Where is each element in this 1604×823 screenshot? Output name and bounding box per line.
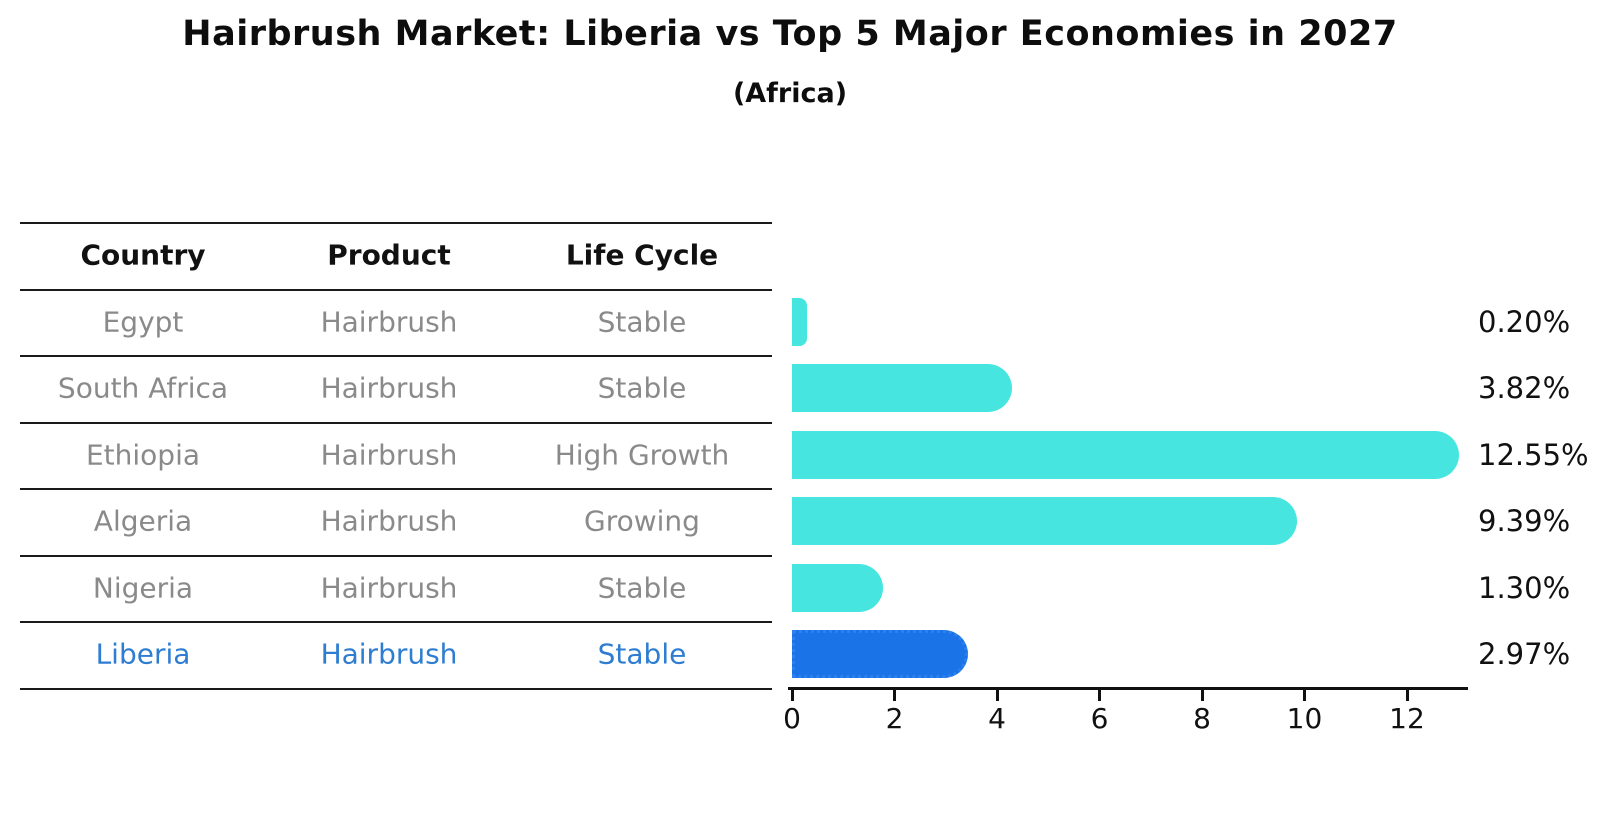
table-cell: Hairbrush — [320, 438, 458, 472]
bar — [792, 364, 1012, 413]
percent-label: 1.30% — [1478, 570, 1571, 605]
bar — [792, 563, 883, 612]
table-line — [20, 554, 772, 557]
percent-label: 0.20% — [1478, 304, 1571, 339]
table-cell: Ethiopia — [85, 438, 201, 472]
table-line — [20, 621, 772, 623]
percent-label: 3.82% — [1478, 371, 1571, 406]
table-cell: South Africa — [57, 371, 229, 405]
x-tick-label: 4 — [988, 702, 1006, 735]
bar — [792, 497, 1298, 546]
table-cell: Stable — [597, 637, 687, 671]
x-tick-label: 8 — [1193, 702, 1211, 735]
x-tick — [1200, 690, 1204, 701]
table-header-country: Country — [80, 238, 206, 272]
table-cell: Hairbrush — [320, 371, 458, 405]
percent-label: 2.97% — [1478, 637, 1571, 672]
table-line — [20, 288, 772, 291]
x-tick — [1098, 690, 1101, 701]
table-line — [20, 687, 772, 690]
table-line — [20, 355, 772, 357]
table-cell: High Growth — [554, 438, 730, 472]
table-cell: Hairbrush — [320, 305, 458, 339]
chart-title: Hairbrush Market: Liberia vs Top 5 Major… — [182, 14, 1398, 54]
table-cell: Algeria — [93, 504, 193, 538]
table-cell: Nigeria — [92, 571, 194, 605]
table-cell: Hairbrush — [320, 571, 458, 605]
percent-label: 12.55% — [1478, 437, 1589, 472]
percent-label: 9.39% — [1478, 504, 1571, 539]
x-tick-label: 10 — [1286, 702, 1323, 735]
table-line — [20, 488, 772, 490]
x-axis-line — [788, 687, 1468, 690]
table-line — [20, 421, 772, 424]
x-tick-label: 6 — [1090, 702, 1109, 735]
x-tick — [790, 690, 794, 701]
x-tick-label: 2 — [885, 702, 904, 735]
table-cell: Egypt — [102, 305, 184, 339]
table-cell: Stable — [597, 371, 687, 405]
x-tick — [893, 690, 896, 701]
x-tick — [1303, 690, 1306, 701]
table-cell: Growing — [584, 504, 700, 538]
bar — [792, 430, 1460, 479]
table-cell: Hairbrush — [320, 637, 458, 671]
x-tick — [995, 690, 999, 701]
table-cell: Stable — [597, 571, 687, 605]
table-cell: Liberia — [95, 637, 191, 671]
chart-subtitle: (Africa) — [732, 78, 848, 109]
table-line — [20, 222, 772, 224]
x-tick-label: 0 — [783, 702, 801, 735]
bar — [792, 297, 808, 346]
table-cell: Hairbrush — [320, 504, 458, 538]
table-header-life-cycle: Life Cycle — [565, 238, 719, 272]
x-tick — [1405, 690, 1409, 701]
table-cell: Stable — [597, 305, 687, 339]
table-header-product: Product — [327, 238, 451, 272]
bar — [792, 630, 969, 679]
x-tick-label: 12 — [1389, 702, 1425, 735]
